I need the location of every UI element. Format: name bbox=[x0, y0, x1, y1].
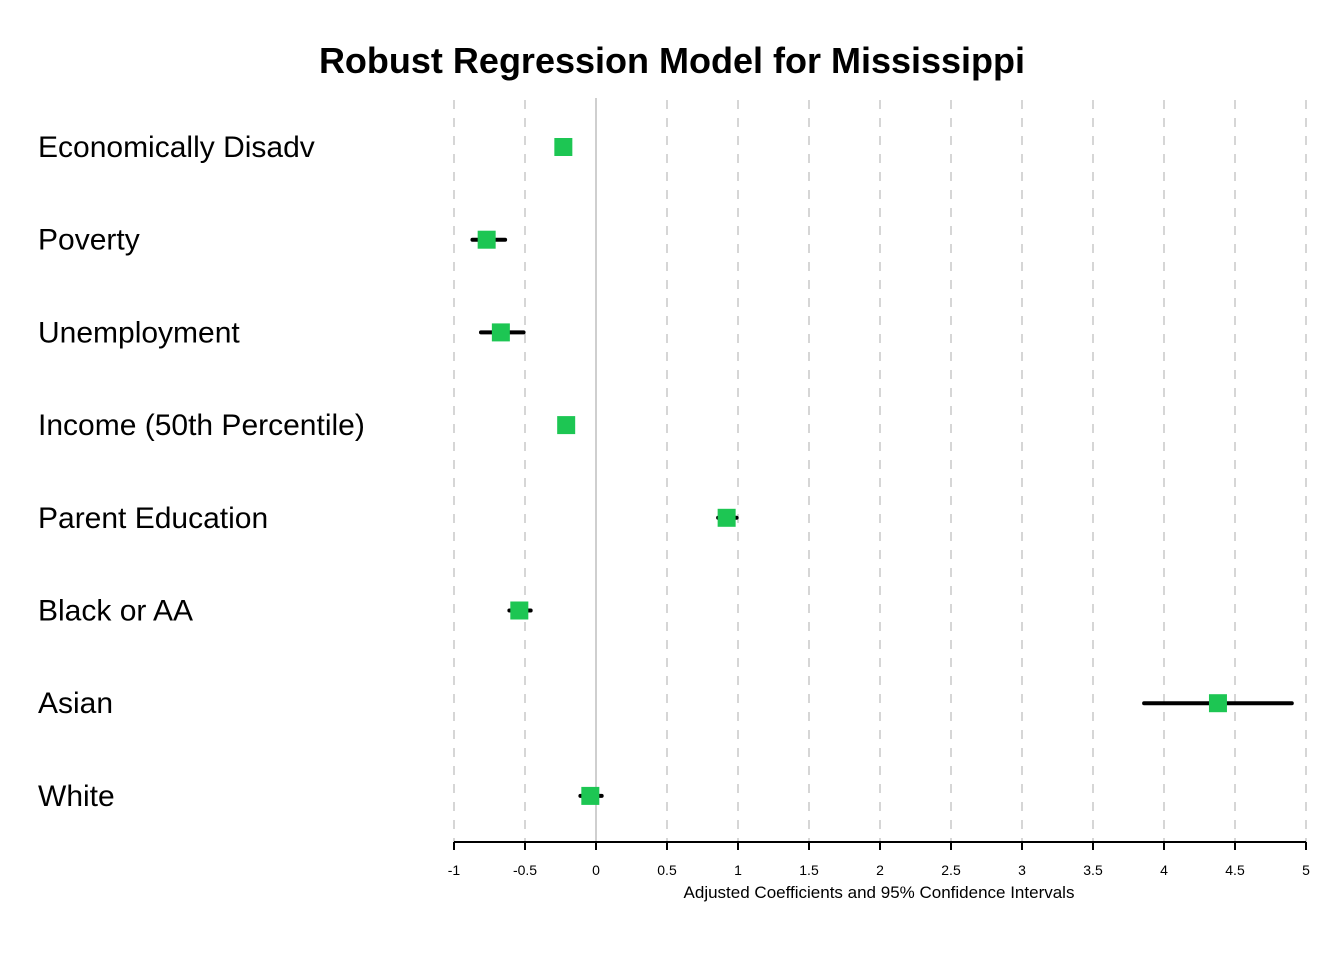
category-label: Parent Education bbox=[38, 502, 268, 535]
x-tick-label: 1.5 bbox=[799, 862, 819, 878]
coefficient-marker bbox=[1208, 694, 1227, 713]
x-tick-label: 2.5 bbox=[941, 862, 961, 878]
x-axis: -1 -0.5 0 0.5 1 1.5 2 2.5 3 3.5 4 4.5 5 bbox=[448, 841, 1310, 878]
category-label: Unemployment bbox=[38, 316, 240, 349]
x-tick-label: 1 bbox=[734, 862, 742, 878]
coefficient-marker bbox=[491, 323, 510, 342]
x-tick-label: 4 bbox=[1160, 862, 1168, 878]
x-axis-title: Adjusted Coefficients and 95% Confidence… bbox=[684, 883, 1075, 902]
category-label: Income (50th Percentile) bbox=[38, 409, 365, 442]
coefficient-marker bbox=[477, 230, 496, 249]
coefficient-points bbox=[477, 138, 1227, 805]
x-tick-label: -1 bbox=[448, 862, 461, 878]
category-label: Economically Disadv bbox=[38, 131, 315, 164]
chart-title: Robust Regression Model for Mississippi bbox=[319, 40, 1025, 81]
coefficient-marker bbox=[554, 138, 573, 156]
grid-lines bbox=[453, 100, 1307, 842]
coefficient-marker bbox=[510, 601, 529, 620]
category-label: White bbox=[38, 780, 115, 813]
x-tick-label: 3.5 bbox=[1083, 862, 1103, 878]
coefficient-marker bbox=[581, 786, 600, 805]
x-tick-label: 0 bbox=[592, 862, 600, 878]
x-tick-label: 3 bbox=[1018, 862, 1026, 878]
category-label: Poverty bbox=[38, 224, 140, 257]
x-tick-label: 0.5 bbox=[657, 862, 677, 878]
coefficient-marker bbox=[557, 416, 576, 435]
x-tick-label: 2 bbox=[876, 862, 884, 878]
x-tick-label: -0.5 bbox=[513, 862, 537, 878]
category-labels: Economically Disadv Poverty Unemployment In… bbox=[38, 131, 365, 813]
coefficient-marker bbox=[717, 508, 736, 527]
x-tick-label: 4.5 bbox=[1225, 862, 1245, 878]
category-label: Black or AA bbox=[38, 595, 193, 628]
x-tick-label: 5 bbox=[1302, 862, 1310, 878]
category-label: Asian bbox=[38, 687, 113, 720]
